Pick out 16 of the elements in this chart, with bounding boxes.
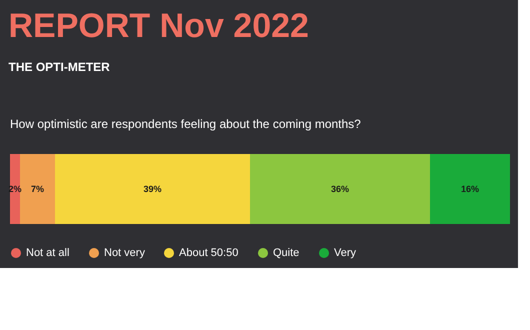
legend-label: Very bbox=[334, 247, 357, 259]
chart-title: REPORT Nov 2022 bbox=[8, 7, 309, 45]
bar bbox=[20, 154, 55, 224]
text: How optimistic are respondents feeling about the coming months? bbox=[10, 117, 362, 131]
legend-label: Not at all bbox=[26, 247, 70, 259]
chart-subtitle: THE OPTI-METER bbox=[8, 60, 110, 74]
bar bbox=[430, 154, 510, 224]
data-label: 7% bbox=[30, 184, 44, 194]
data-label: 36% bbox=[330, 184, 350, 194]
bar bbox=[55, 154, 250, 224]
legend-label: About 50:50 bbox=[179, 247, 238, 259]
legend-label: Not very bbox=[104, 247, 146, 259]
legend-label: Quite bbox=[273, 247, 300, 259]
data-label: 39% bbox=[143, 184, 162, 194]
bar bbox=[250, 154, 430, 224]
data-label: 16% bbox=[460, 184, 480, 194]
